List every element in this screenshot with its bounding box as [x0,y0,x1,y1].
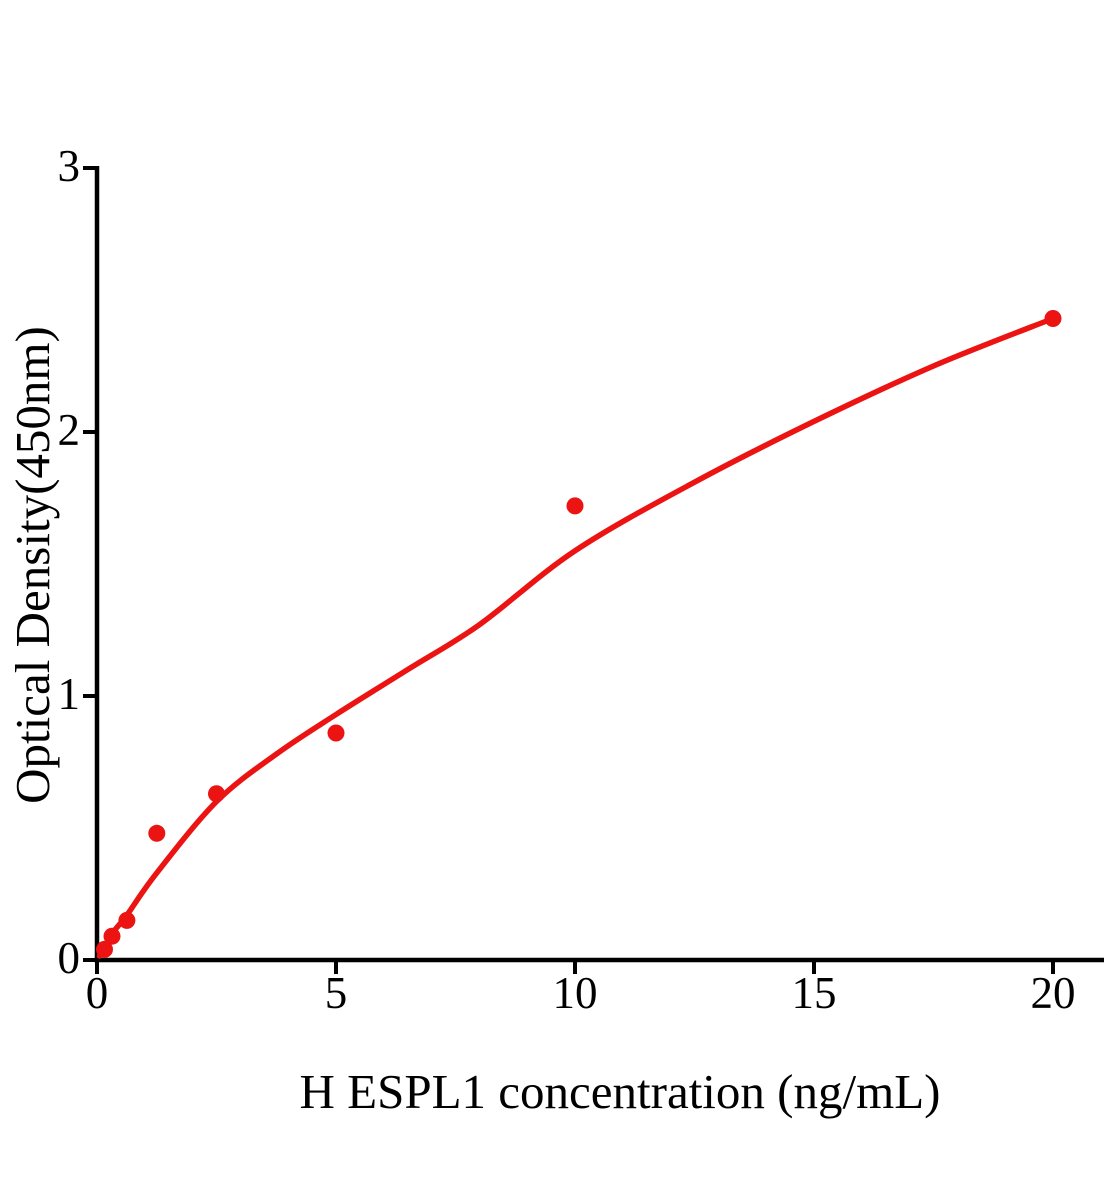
data-point [327,724,345,742]
y-axis-title: Optical Density(450nm) [5,326,60,804]
data-point [96,940,113,958]
x-tick-label: 20 [1031,968,1076,1018]
y-tick-label: 2 [58,405,81,455]
data-point [118,911,136,929]
y-tick-label: 3 [58,141,81,191]
data-point [208,785,225,803]
x-tick-label: 10 [553,968,598,1018]
x-tick-label: 15 [792,968,837,1018]
data-point [1044,310,1062,327]
data-point [148,824,166,842]
y-tick-label: 1 [58,669,81,719]
data-point [566,497,584,515]
y-tick-label: 0 [58,933,81,983]
x-tick-label: 0 [86,968,109,1018]
data-point [103,927,121,945]
fit-curve [96,315,1056,959]
x-axis-title: H ESPL1 concentration (ng/mL) [299,1064,941,1119]
x-tick-label: 5 [325,968,348,1018]
